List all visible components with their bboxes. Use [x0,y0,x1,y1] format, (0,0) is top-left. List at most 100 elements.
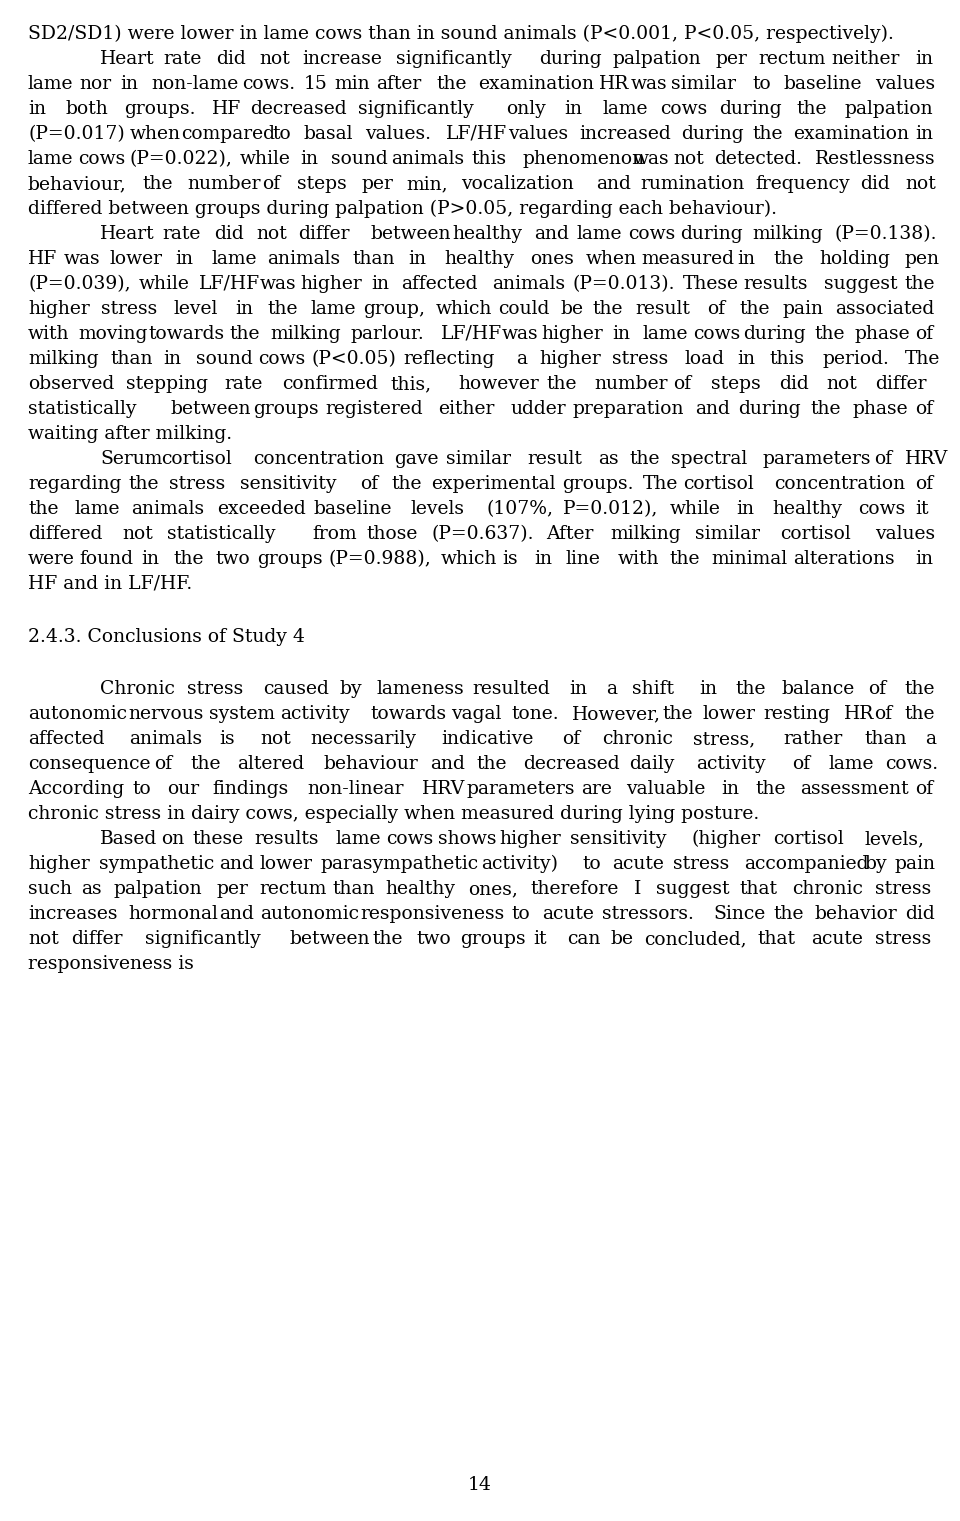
Text: lameness: lameness [376,680,464,698]
Text: towards: towards [149,325,225,344]
Text: healthy: healthy [772,500,842,519]
Text: LF/HF: LF/HF [441,325,502,344]
Text: a: a [925,730,936,748]
Text: caused: caused [263,680,329,698]
Text: phase: phase [854,325,910,344]
Text: 2.4.3. Conclusions of Study 4: 2.4.3. Conclusions of Study 4 [28,628,305,645]
Text: higher: higher [540,350,601,368]
Text: ones,: ones, [468,881,517,897]
Text: The: The [905,350,940,368]
Text: the: the [268,300,299,318]
Text: exceeded: exceeded [217,500,306,519]
Text: experimental: experimental [432,475,556,493]
Text: of: of [708,300,726,318]
Text: the: the [773,249,804,268]
Text: result: result [635,300,690,318]
Text: observed: observed [28,376,114,392]
Text: the: the [662,706,693,722]
Text: Based: Based [100,830,157,849]
Text: cows.: cows. [243,75,296,93]
Text: by: by [864,855,887,873]
Text: cows: cows [858,500,906,519]
Text: differ: differ [299,225,349,243]
Text: statistically: statistically [167,525,276,543]
Text: stress: stress [101,300,156,318]
Text: parlour.: parlour. [350,325,424,344]
Text: HF: HF [212,100,241,119]
Text: not: not [260,730,291,748]
Text: (P<0.05): (P<0.05) [311,350,396,368]
Text: results: results [253,830,319,849]
Text: lower: lower [260,855,313,873]
Text: sympathetic: sympathetic [99,855,214,873]
Text: (P=0.017): (P=0.017) [28,125,125,143]
Text: than: than [332,881,374,897]
Text: did: did [214,225,244,243]
Text: palpation: palpation [612,50,701,68]
Text: SD2/SD1) were lower in lame cows than in sound animals (P<0.001, P<0.05, respect: SD2/SD1) were lower in lame cows than in… [28,24,894,43]
Text: (107%,: (107%, [487,500,554,519]
Text: animals: animals [267,249,340,268]
Text: phase: phase [852,400,908,418]
Text: of: of [869,680,887,698]
Text: to: to [753,75,771,93]
Text: in: in [534,551,552,567]
Text: ones: ones [530,249,574,268]
Text: measured: measured [641,249,734,268]
Text: spectral: spectral [671,450,747,468]
Text: which: which [435,300,492,318]
Text: findings: findings [212,780,288,799]
Text: in: in [915,125,933,143]
Text: number: number [594,376,668,392]
Text: is: is [502,551,518,567]
Text: values: values [875,75,935,93]
Text: those: those [367,525,419,543]
Text: system: system [209,706,276,722]
Text: basal: basal [303,125,353,143]
Text: HF and in LF/HF.: HF and in LF/HF. [28,575,192,593]
Text: in: in [120,75,138,93]
Text: the: the [437,75,468,93]
Text: healthy: healthy [444,249,515,268]
Text: However,: However, [572,706,660,722]
Text: results: results [744,275,808,294]
Text: cows: cows [693,325,740,344]
Text: nor: nor [79,75,111,93]
Text: the: the [797,100,828,119]
Text: increased: increased [579,125,671,143]
Text: HRV: HRV [421,780,465,799]
Text: acute: acute [541,905,593,923]
Text: baseline: baseline [314,500,392,519]
Text: of: of [915,475,933,493]
Text: while: while [138,275,189,294]
Text: altered: altered [237,754,304,773]
Text: not: not [123,525,154,543]
Text: in: in [569,680,588,698]
Text: while: while [669,500,720,519]
Text: did: did [779,376,808,392]
Text: Restlessness: Restlessness [815,151,935,167]
Text: which: which [441,551,497,567]
Text: it: it [534,929,547,948]
Text: significantly: significantly [358,100,474,119]
Text: milking: milking [611,525,682,543]
Text: groups.: groups. [563,475,634,493]
Text: increase: increase [302,50,382,68]
Text: sound: sound [196,350,252,368]
Text: healthy: healthy [385,881,455,897]
Text: concentration: concentration [252,450,384,468]
Text: stress: stress [875,881,931,897]
Text: Heart: Heart [100,50,155,68]
Text: in: in [176,249,193,268]
Text: not: not [827,376,857,392]
Text: shift: shift [633,680,674,698]
Text: acute: acute [811,929,863,948]
Text: in: in [915,551,933,567]
Text: in: in [300,151,318,167]
Text: and: and [596,175,631,193]
Text: concluded,: concluded, [644,929,747,948]
Text: cows: cows [660,100,708,119]
Text: non-lame: non-lame [152,75,238,93]
Text: activity: activity [279,706,349,722]
Text: therefore: therefore [531,881,619,897]
